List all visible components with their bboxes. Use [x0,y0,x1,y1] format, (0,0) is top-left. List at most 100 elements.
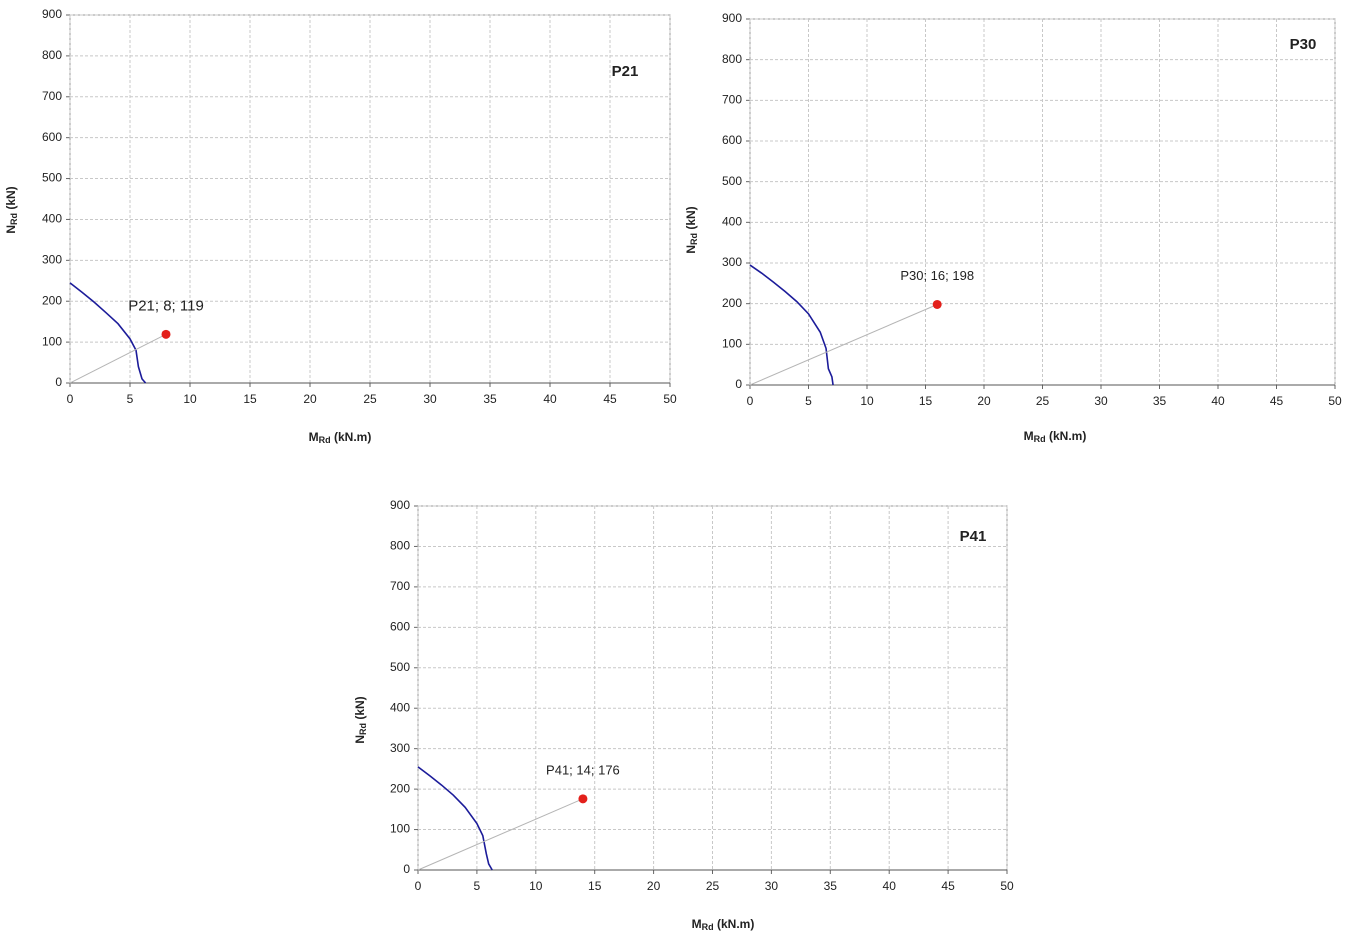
x-tick-label: 10 [183,392,197,406]
x-tick-label: 15 [588,879,602,893]
y-tick-label: 200 [722,296,742,310]
x-axis-label-part: Rd [1034,434,1046,444]
y-tick-label: 400 [722,215,742,229]
x-tick-label: 45 [941,879,955,893]
y-tick-label: 900 [42,7,62,21]
x-axis-label-part: (kN.m) [331,430,372,444]
x-axis-label-part: (kN.m) [1046,429,1087,443]
y-axis-label-part: Rd [358,723,368,735]
y-axis-label-part: (kN) [353,696,367,723]
x-tick-label: 35 [1153,394,1167,408]
x-tick-label: 50 [1000,879,1014,893]
y-axis-label-part: N [353,735,367,744]
data-label: P41; 14; 176 [546,762,620,777]
y-tick-label: 800 [390,539,410,553]
x-tick-label: 25 [706,879,720,893]
y-tick-label: 300 [42,253,62,267]
y-tick-label: 0 [403,862,410,876]
x-tick-label: 40 [543,392,557,406]
x-axis-label-part: M [1024,429,1034,443]
y-tick-label: 300 [390,741,410,755]
x-axis-label-part: Rd [702,922,714,932]
y-axis-label: NRd (kN) [353,696,368,743]
y-axis-label: NRd (kN) [4,186,19,233]
chart-title: P21 [612,63,639,80]
y-axis-label-part: (kN) [684,206,698,233]
x-tick-label: 45 [603,392,617,406]
y-axis-label-part: N [4,225,18,234]
y-tick-label: 200 [390,781,410,795]
y-tick-label: 100 [390,822,410,836]
x-axis-label-part: (kN.m) [714,917,755,931]
x-tick-label: 35 [483,392,497,406]
x-tick-label: 50 [663,392,677,406]
x-tick-label: 20 [977,394,991,408]
chart-title: P30 [1290,36,1317,53]
x-tick-label: 10 [860,394,874,408]
x-tick-label: 0 [415,879,422,893]
data-point [578,794,588,804]
y-tick-label: 500 [390,660,410,674]
x-tick-label: 5 [127,392,134,406]
x-tick-label: 30 [1094,394,1108,408]
x-tick-label: 10 [529,879,543,893]
data-label: P21; 8; 119 [128,297,204,314]
x-tick-label: 20 [647,879,661,893]
y-axis-label-part: Rd [689,233,699,245]
data-point [932,299,942,309]
x-axis-label-part: M [692,917,702,931]
y-tick-label: 600 [722,133,742,147]
y-axis-label-part: Rd [9,213,19,225]
series-line [417,766,493,871]
y-tick-label: 700 [42,89,62,103]
series-line [749,304,938,386]
x-tick-label: 15 [243,392,257,406]
x-tick-label: 30 [423,392,437,406]
x-tick-label: 5 [805,394,812,408]
x-axis-label: MRd (kN.m) [1024,429,1087,444]
y-tick-label: 400 [42,212,62,226]
x-tick-label: 50 [1328,394,1342,408]
y-tick-label: 800 [722,52,742,66]
series-line [69,333,167,384]
x-tick-label: 0 [747,394,754,408]
y-tick-label: 600 [390,620,410,634]
y-tick-label: 800 [42,48,62,62]
y-tick-label: 500 [42,171,62,185]
x-axis-label-part: M [309,430,319,444]
x-tick-label: 30 [765,879,779,893]
chart: 0 100 200 300 400 500 600 700 800 900 0 5 10 15 20 25 30… [684,11,1342,444]
chart: 0 100 200 300 400 500 600 700 800 900 0 5 10 15 20 25 30… [353,498,1014,932]
chart: 0 100 200 300 400 500 600 700 800 900 0 5 10 15 20 25 30… [4,7,677,445]
x-tick-label: 0 [67,392,74,406]
x-tick-label: 25 [1036,394,1050,408]
y-tick-label: 900 [390,498,410,512]
x-axis-label: MRd (kN.m) [309,430,372,445]
series-line [417,798,584,871]
y-tick-label: 900 [722,11,742,25]
x-tick-label: 20 [303,392,317,406]
x-tick-label: 40 [1211,394,1225,408]
x-tick-label: 5 [474,879,481,893]
y-tick-label: 200 [42,293,62,307]
chart-title: P41 [960,528,987,545]
y-axis-label-part: N [684,245,698,254]
x-tick-label: 45 [1270,394,1284,408]
y-tick-label: 700 [390,579,410,593]
x-tick-label: 35 [824,879,838,893]
data-point [161,329,171,339]
y-tick-label: 100 [722,337,742,351]
series-line [749,264,834,386]
y-tick-label: 700 [722,93,742,107]
y-tick-label: 400 [390,700,410,714]
y-tick-label: 100 [42,334,62,348]
y-tick-label: 0 [735,377,742,391]
x-axis-label: MRd (kN.m) [692,917,755,932]
y-tick-label: 300 [722,255,742,269]
x-tick-label: 40 [883,879,897,893]
x-tick-label: 25 [363,392,377,406]
series-line [69,282,147,384]
y-axis-label-part: (kN) [4,186,18,213]
data-label: P30; 16; 198 [900,268,974,283]
